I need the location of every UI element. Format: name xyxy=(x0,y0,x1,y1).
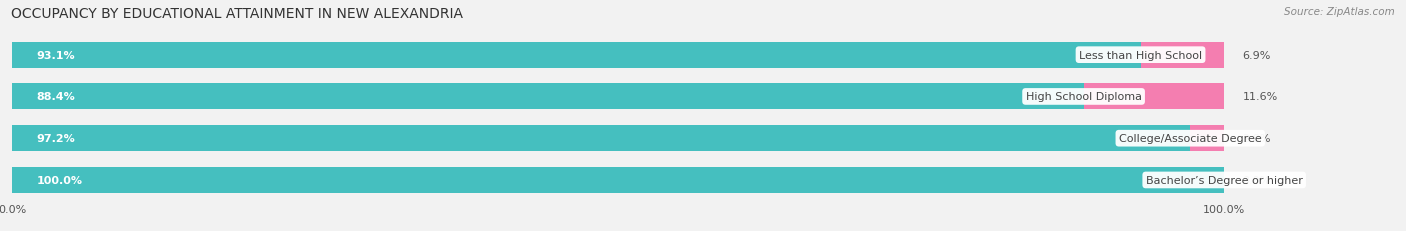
Text: 6.9%: 6.9% xyxy=(1243,50,1271,61)
Text: 11.6%: 11.6% xyxy=(1243,92,1278,102)
Text: College/Associate Degree: College/Associate Degree xyxy=(1119,134,1261,144)
Text: 100.0%: 100.0% xyxy=(37,175,83,185)
Text: Less than High School: Less than High School xyxy=(1078,50,1202,61)
Text: High School Diploma: High School Diploma xyxy=(1025,92,1142,102)
Bar xyxy=(13,167,1225,193)
Bar xyxy=(13,84,1084,110)
Text: Bachelor’s Degree or higher: Bachelor’s Degree or higher xyxy=(1146,175,1302,185)
Bar xyxy=(13,126,1225,152)
Bar xyxy=(13,43,1140,68)
Text: 2.8%: 2.8% xyxy=(1243,134,1271,144)
Text: Source: ZipAtlas.com: Source: ZipAtlas.com xyxy=(1284,7,1395,17)
Text: 88.4%: 88.4% xyxy=(37,92,75,102)
Bar xyxy=(13,43,1225,68)
Bar xyxy=(1140,43,1225,68)
Bar xyxy=(13,167,1225,193)
Bar xyxy=(13,126,1191,152)
Bar xyxy=(13,84,1225,110)
Text: OCCUPANCY BY EDUCATIONAL ATTAINMENT IN NEW ALEXANDRIA: OCCUPANCY BY EDUCATIONAL ATTAINMENT IN N… xyxy=(11,7,463,21)
Text: 93.1%: 93.1% xyxy=(37,50,75,61)
Text: 97.2%: 97.2% xyxy=(37,134,75,144)
Bar xyxy=(1191,126,1225,152)
Bar xyxy=(1084,84,1225,110)
Text: 0.0%: 0.0% xyxy=(1243,175,1271,185)
